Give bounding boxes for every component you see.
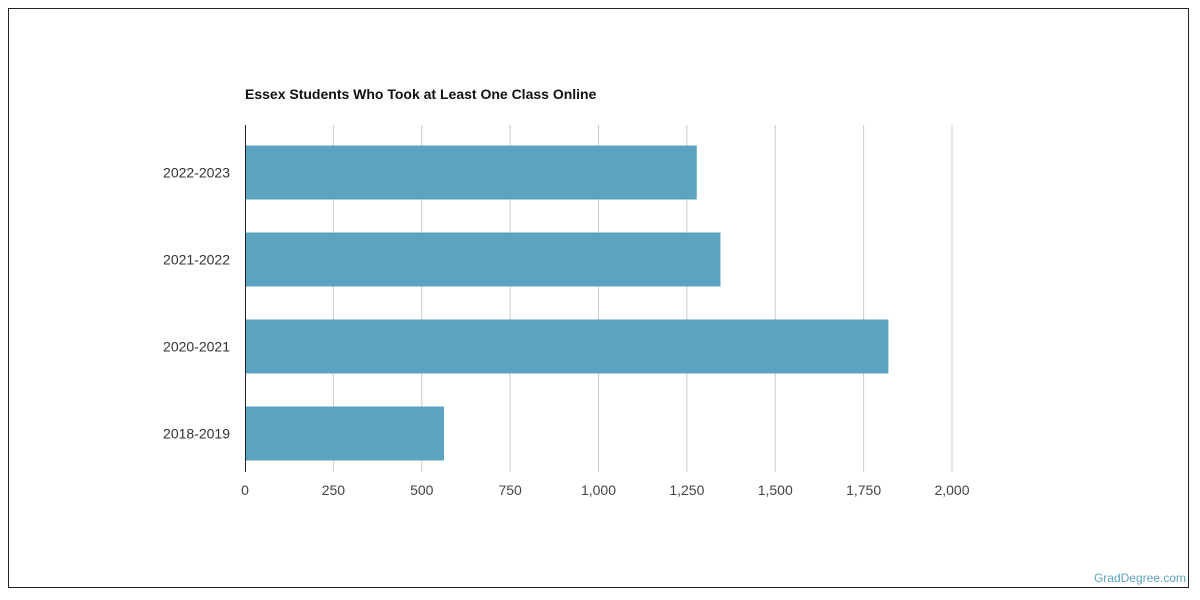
category-labels: 2022-2023 2021-2022 2020-2021 2018-2019 — [163, 165, 230, 442]
category-label: 2018-2019 — [163, 426, 230, 442]
x-tick-label: 1,250 — [669, 482, 704, 498]
category-label: 2020-2021 — [163, 339, 230, 355]
x-tick-label: 0 — [241, 482, 249, 498]
bars — [245, 145, 889, 461]
bar[interactable] — [245, 406, 445, 461]
x-tick-label: 1,750 — [846, 482, 881, 498]
watermark-link[interactable]: GradDegree.com — [1093, 571, 1186, 585]
chart-title: Essex Students Who Took at Least One Cla… — [245, 86, 597, 102]
x-tick-label: 1,000 — [581, 482, 616, 498]
bar[interactable] — [245, 232, 721, 287]
x-tick-label: 750 — [498, 482, 522, 498]
bar[interactable] — [245, 145, 697, 200]
bar[interactable] — [245, 319, 889, 374]
x-tick-label: 2,000 — [934, 482, 969, 498]
category-label: 2022-2023 — [163, 165, 230, 181]
x-tick-label: 500 — [410, 482, 434, 498]
category-label: 2021-2022 — [163, 252, 230, 268]
x-tick-labels: 0 250 500 750 1,000 1,250 1,500 1,750 2,000 — [241, 482, 970, 498]
x-tick-label: 250 — [322, 482, 346, 498]
x-tick-label: 1,500 — [758, 482, 793, 498]
